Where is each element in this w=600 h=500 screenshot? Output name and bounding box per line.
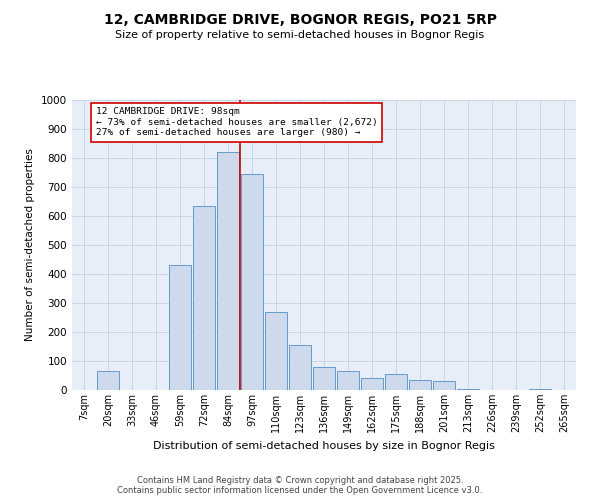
Bar xyxy=(529,388,551,390)
Bar xyxy=(337,371,359,390)
Y-axis label: Number of semi-detached properties: Number of semi-detached properties xyxy=(25,148,35,342)
Text: 12, CAMBRIDGE DRIVE, BOGNOR REGIS, PO21 5RP: 12, CAMBRIDGE DRIVE, BOGNOR REGIS, PO21 … xyxy=(104,12,497,26)
Bar xyxy=(217,152,239,390)
Bar xyxy=(97,371,119,390)
Bar xyxy=(409,380,431,390)
Text: 12 CAMBRIDGE DRIVE: 98sqm
← 73% of semi-detached houses are smaller (2,672)
27% : 12 CAMBRIDGE DRIVE: 98sqm ← 73% of semi-… xyxy=(96,108,378,137)
Text: Contains public sector information licensed under the Open Government Licence v3: Contains public sector information licen… xyxy=(118,486,482,495)
X-axis label: Distribution of semi-detached houses by size in Bognor Regis: Distribution of semi-detached houses by … xyxy=(153,440,495,450)
Bar xyxy=(313,367,335,390)
Bar xyxy=(457,388,479,390)
Bar xyxy=(385,374,407,390)
Bar xyxy=(433,382,455,390)
Bar xyxy=(265,312,287,390)
Text: Contains HM Land Registry data © Crown copyright and database right 2025.: Contains HM Land Registry data © Crown c… xyxy=(137,476,463,485)
Bar xyxy=(241,174,263,390)
Bar xyxy=(361,378,383,390)
Bar xyxy=(193,206,215,390)
Text: Size of property relative to semi-detached houses in Bognor Regis: Size of property relative to semi-detach… xyxy=(115,30,485,40)
Bar xyxy=(289,345,311,390)
Bar xyxy=(169,266,191,390)
